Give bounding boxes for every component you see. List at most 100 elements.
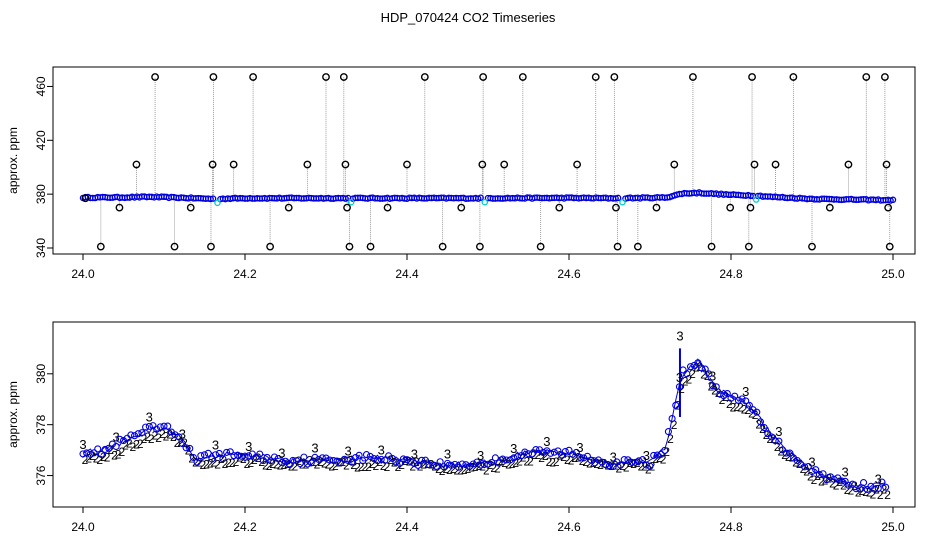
series-point [745,401,753,409]
series-symbol: 2 [535,448,542,462]
series-symbol: 2 [325,457,332,471]
series-symbol: 3 [676,370,683,385]
series-symbol: 3 [808,455,815,470]
outlier-point [438,242,447,251]
series-symbol: 2 [575,450,582,464]
series-symbol: 2 [192,455,199,469]
series-point [270,453,279,461]
series-symbol: 2 [207,457,214,471]
series-symbol: 2 [667,432,674,446]
x-tick-label: 24.0 [71,520,95,534]
series-symbol: 2 [656,451,663,465]
series-symbol: 2 [82,453,89,467]
series-point [245,452,253,460]
series-point [333,457,341,465]
outlier-point [789,73,798,81]
series-symbol: 2 [730,400,737,414]
series-point [359,457,367,465]
series-symbol: 2 [181,436,188,450]
series-symbol: 2 [612,458,619,472]
series-point [119,437,128,445]
series-point [462,461,470,469]
series-symbol: 2 [420,457,427,471]
series-symbol: 2 [627,456,634,470]
series-point [631,458,639,466]
series-point [513,453,522,461]
series-point [742,397,750,405]
y-tick-label: 460 [34,76,48,96]
series-point [208,455,216,463]
series-symbol: 2 [847,483,854,497]
series-symbol: 3 [212,438,219,453]
series-point [223,448,231,456]
series-point [767,433,776,441]
series-symbol: 3 [444,446,451,461]
series-symbol: 2 [446,463,453,477]
series-symbol: 2 [553,455,560,469]
series-symbol: 2 [369,457,376,471]
series-symbol: 2 [711,384,718,398]
outlier-point [383,203,392,212]
series-symbol: 2 [571,451,578,465]
series-symbol: 2 [549,455,556,469]
outlier-point [170,242,179,251]
series-point [211,451,220,459]
series-point [355,451,363,459]
series-symbol: 2 [152,428,159,442]
series-point [521,448,529,456]
series-symbol: 2 [660,452,667,466]
series-symbol: 2 [741,403,748,417]
series-symbol: 2 [144,430,151,444]
series-point [771,437,779,445]
series-symbol: 2 [512,456,519,470]
series-point [289,456,297,465]
y-tick-label: 380 [34,363,48,383]
series-symbol: 2 [391,455,398,469]
series-symbol: 2 [877,488,884,502]
series-point [756,418,765,426]
series-point [469,460,477,468]
series-symbol: 2 [715,386,722,400]
series-point [256,450,264,458]
series-symbol: 2 [130,440,137,454]
series-point [373,457,382,465]
series-symbol: 2 [244,457,251,471]
series-point [296,460,304,468]
outlier-point [652,203,661,212]
series-point [204,449,212,457]
series-point [160,422,168,430]
outlier-point [881,73,889,81]
spike-symbol: 3 [676,329,683,344]
series-symbol: 2 [619,459,626,473]
series-point [775,437,783,445]
series-point [138,429,146,437]
outlier-point [151,73,159,81]
series-symbol: 2 [774,440,781,454]
series-point [506,456,514,464]
outlier-point [707,242,716,251]
series-symbol: 2 [789,450,796,464]
outlier-point [208,160,217,169]
series-point [874,484,882,492]
series-point [116,435,124,443]
series-point [697,364,706,372]
x-tick-label: 25.0 [881,267,905,281]
series-point [837,477,846,485]
series-symbol: 2 [564,453,571,467]
series-point [760,423,768,432]
series-symbol: 2 [700,368,707,382]
gap-point [619,198,626,206]
series-symbol: 2 [748,406,755,420]
series-symbol: 2 [424,457,431,471]
series-point [782,449,790,457]
series-symbol: 2 [310,455,317,469]
outlier-point [420,73,429,81]
series-symbol: 3 [477,448,484,463]
series-point [650,451,658,459]
outlier-point [825,203,834,212]
series-point [716,390,724,398]
series-point [145,422,153,430]
series-point [653,451,661,459]
series-point [101,445,109,454]
series-point [628,458,636,466]
